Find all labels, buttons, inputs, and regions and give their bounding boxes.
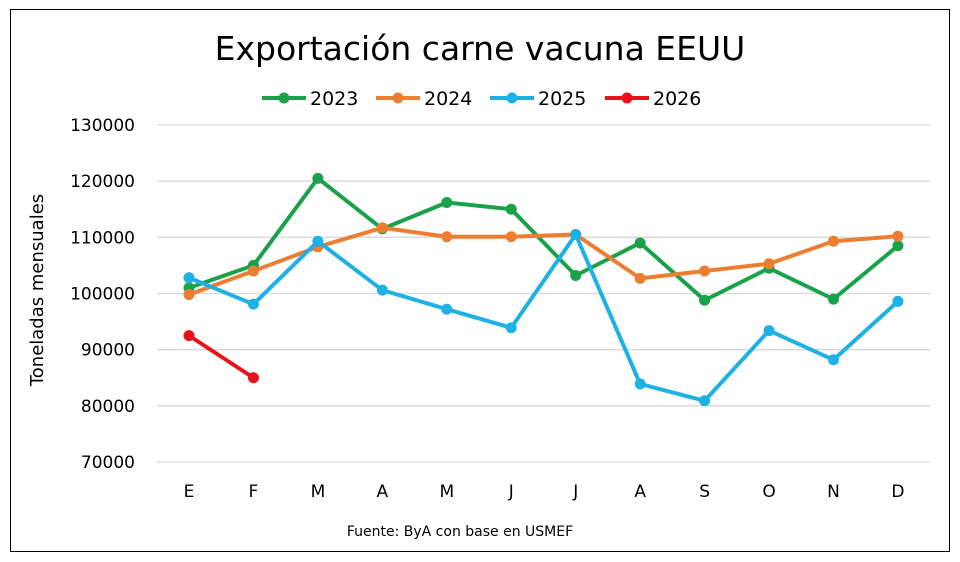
data-point-2025: [247, 298, 259, 310]
data-point-2025: [892, 295, 904, 307]
x-tick-label: O: [762, 482, 775, 502]
legend-label: 2023: [310, 88, 358, 110]
y-tick-label: 120000: [70, 172, 135, 192]
data-point-2024: [763, 258, 775, 270]
series-2025: [183, 229, 904, 407]
data-point-2025: [570, 229, 582, 241]
series-2026: [183, 330, 259, 384]
x-tick-label: S: [699, 482, 710, 502]
data-point-2024: [441, 231, 453, 243]
y-tick-label: 130000: [70, 116, 135, 136]
data-point-2024: [828, 235, 839, 247]
chart-title: Exportación carne vacuna EEUU: [215, 29, 746, 68]
data-point-2025: [763, 325, 775, 337]
legend-item-2023: 2023: [262, 88, 358, 110]
legend-swatch-marker: [506, 92, 518, 104]
data-point-2024: [699, 265, 711, 277]
series-layer: [183, 172, 904, 407]
data-point-2024: [505, 231, 517, 243]
legend-swatch-marker: [392, 92, 404, 104]
data-point-2025: [441, 303, 453, 315]
y-axis-label: Toneladas mensuales: [27, 194, 48, 387]
data-point-2023: [828, 293, 839, 305]
data-point-2025: [634, 378, 646, 390]
data-point-2026: [183, 330, 195, 342]
data-point-2023: [892, 240, 904, 252]
data-point-2023: [312, 172, 324, 184]
x-tick-label: M: [439, 482, 454, 502]
series-line-2025: [187, 232, 900, 403]
data-point-2025: [312, 235, 324, 247]
y-tick-label: 110000: [70, 228, 135, 248]
data-point-2024: [183, 289, 195, 301]
legend-label: 2026: [653, 88, 701, 110]
data-point-2025: [699, 395, 711, 407]
data-point-2023: [699, 294, 711, 306]
data-point-2024: [634, 272, 646, 284]
data-point-2024: [376, 222, 388, 234]
data-point-2025: [376, 284, 388, 296]
y-tick-label: 90000: [81, 341, 135, 361]
series-2024: [183, 222, 904, 301]
data-point-2026: [247, 372, 259, 384]
series-line-2023: [187, 176, 900, 303]
x-tick-label: J: [572, 482, 578, 502]
x-tick-label: A: [377, 482, 389, 502]
series-line-2026: [187, 333, 256, 380]
x-tick-label: A: [634, 482, 646, 502]
legend-item-2024: 2024: [376, 88, 472, 110]
data-point-2023: [634, 237, 646, 249]
data-point-2025: [505, 322, 517, 334]
y-tick-label: 70000: [81, 453, 135, 473]
y-tick-label: 100000: [70, 285, 135, 305]
legend-label: 2025: [538, 88, 586, 110]
legend-label: 2024: [424, 88, 472, 110]
legend-swatch-marker: [278, 92, 290, 104]
data-point-2023: [570, 270, 582, 282]
data-point-2023: [505, 203, 517, 215]
series-2023: [183, 172, 904, 306]
x-tick-label: N: [827, 482, 840, 502]
legend-item-2025: 2025: [490, 88, 586, 110]
data-point-2025: [183, 272, 195, 284]
x-tick-label: E: [184, 482, 195, 502]
y-axis-ticks: 70000 80000 90000 100000 110000 120000 130000: [70, 116, 135, 473]
y-tick-label: 80000: [81, 397, 135, 417]
data-point-2025: [828, 354, 839, 366]
x-tick-label: F: [249, 482, 259, 502]
legend-swatch-marker: [621, 92, 633, 104]
x-tick-label: M: [311, 482, 326, 502]
x-tick-label: D: [891, 482, 904, 502]
source-note: Fuente: ByA con base en USMEF: [347, 524, 573, 540]
data-point-2024: [247, 265, 259, 277]
x-tick-label: J: [508, 482, 514, 502]
legend: 2023 2024 2025 2026: [262, 88, 701, 110]
data-point-2023: [441, 197, 453, 209]
gridlines: [157, 124, 930, 463]
legend-item-2026: 2026: [605, 88, 701, 110]
data-point-2024: [892, 230, 904, 242]
